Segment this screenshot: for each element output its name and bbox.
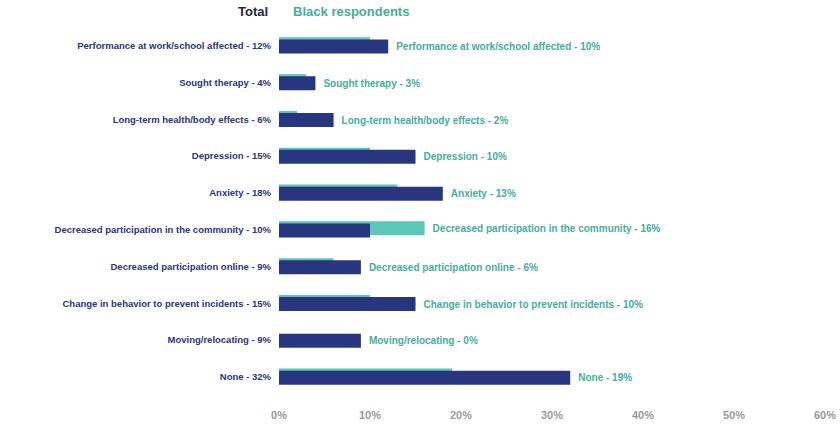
svg-text:20%: 20%: [450, 409, 472, 421]
svg-text:40%: 40%: [632, 409, 654, 421]
svg-text:Change in behavior to prevent: Change in behavior to prevent incidents …: [62, 298, 271, 309]
svg-text:Change in behavior to prevent: Change in behavior to prevent incidents …: [424, 299, 644, 310]
svg-text:None - 32%: None - 32%: [220, 371, 272, 382]
svg-text:Total: Total: [238, 4, 268, 19]
svg-text:Long-term health/body effects: Long-term health/body effects - 2%: [342, 115, 509, 126]
svg-text:50%: 50%: [723, 409, 745, 421]
svg-text:60%: 60%: [814, 409, 836, 421]
svg-text:30%: 30%: [541, 409, 563, 421]
svg-text:Black respondents: Black respondents: [293, 4, 409, 19]
svg-text:Decreased participation in the: Decreased participation in the community…: [55, 224, 272, 235]
svg-text:Sought therapy - 3%: Sought therapy - 3%: [323, 78, 420, 89]
svg-text:None - 19%: None - 19%: [578, 372, 632, 383]
svg-text:Performance at work/school aff: Performance at work/school affected - 10…: [396, 41, 600, 52]
svg-text:Moving/relocating - 9%: Moving/relocating - 9%: [168, 334, 272, 345]
svg-text:Sought therapy - 4%: Sought therapy - 4%: [179, 77, 271, 88]
svg-text:0%: 0%: [271, 409, 287, 421]
svg-text:10%: 10%: [359, 409, 381, 421]
svg-text:Depression - 15%: Depression - 15%: [192, 150, 272, 161]
svg-text:Performance at work/school aff: Performance at work/school affected - 12…: [77, 40, 271, 51]
svg-text:Anxiety - 18%: Anxiety - 18%: [209, 187, 271, 198]
svg-text:Decreased participation in the: Decreased participation in the community…: [433, 223, 661, 234]
svg-text:Moving/relocating - 0%: Moving/relocating - 0%: [369, 335, 478, 346]
svg-text:Depression - 10%: Depression - 10%: [424, 151, 507, 162]
svg-text:Anxiety - 13%: Anxiety - 13%: [451, 188, 516, 199]
svg-text:Long-term health/body effects: Long-term health/body effects - 6%: [113, 114, 272, 125]
svg-text:Decreased participation online: Decreased participation online - 9%: [111, 261, 272, 272]
svg-text:Decreased participation online: Decreased participation online - 6%: [369, 262, 538, 273]
